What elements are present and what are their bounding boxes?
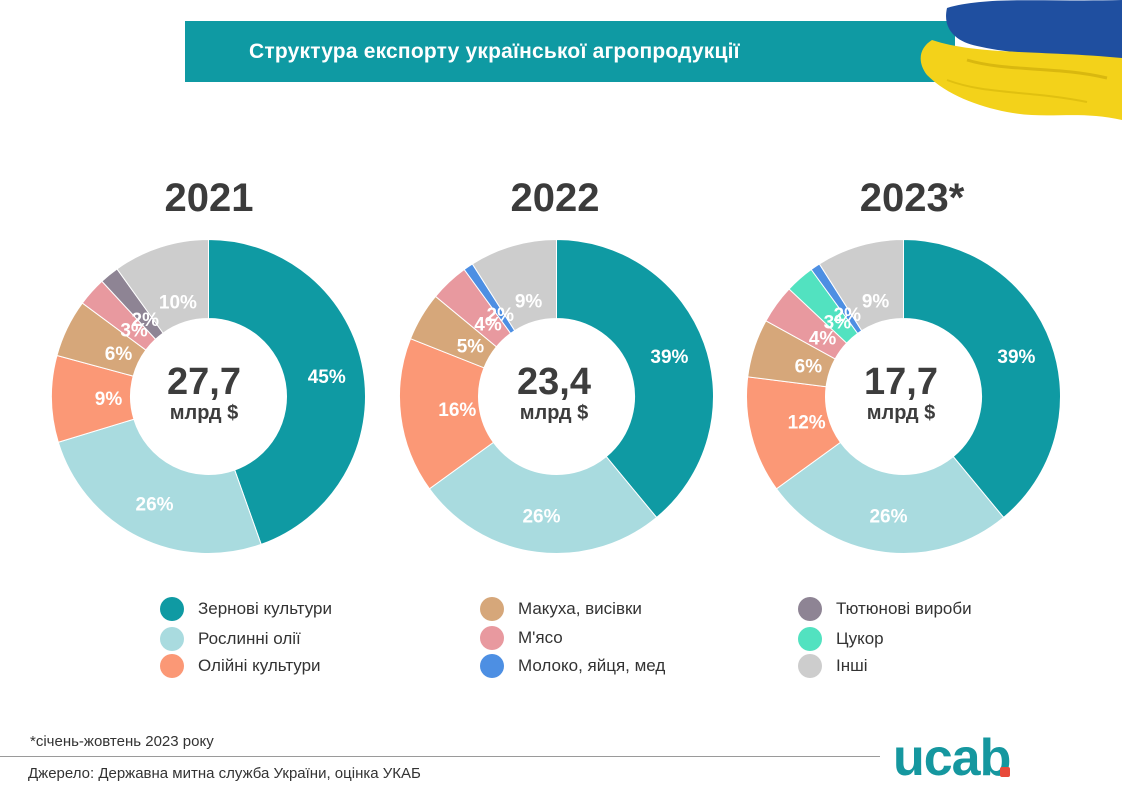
total-value: 27,7 [167,361,241,403]
source-note: Джерело: Державна митна служба України, … [28,765,421,782]
legend-label: Макуха, висівки [518,599,642,618]
legend-label: Тютюнові вироби [836,599,972,618]
slice-label-meal: 5% [457,337,485,358]
slice-label-grain: 45% [308,367,346,388]
footnote: *січень-жовтень 2023 року [30,733,214,750]
cigarette-pack-icon [798,597,822,621]
legend-item-dairy: Молоко, яйця, мед [480,654,665,678]
basket-icon [798,654,822,678]
legend-item-tobacco: Тютюнові вироби [798,597,972,621]
slice-grain [903,239,1061,519]
slice-grain [556,239,714,519]
chart-total-2023: 17,7 млрд $ [821,362,981,424]
divider [0,756,880,757]
slice-label-oils: 26% [522,507,560,528]
ucab-logo: ucab [893,729,1011,787]
chart-total-2022: 23,4 млрд $ [474,362,634,424]
slice-oils [57,418,262,554]
legend-label: М'ясо [518,628,563,647]
legend-item-grain: Зернові культури [160,597,332,621]
donut-chart-2022: 39% 26% 16% 5%4%2%9% [399,239,714,554]
total-unit: млрд $ [866,402,936,424]
milk-icon [480,654,504,678]
legend-item-meal: Макуха, висівки [480,597,642,621]
legend-item-oilseeds: Олійні культури [160,654,321,678]
logo-accent-mark [1000,767,1010,777]
ukraine-flag-image [920,0,1122,120]
slice-other [471,239,557,332]
legend-item-meat: М'ясо [480,626,563,650]
chart-year-2023: 2023* [859,176,965,220]
chart-total-2021: 27,7 млрд $ [124,362,284,424]
slice-other [818,239,904,332]
slice-label-other: 10% [159,292,197,313]
slice-label-tobacco: 2% [132,310,160,331]
meat-icon [480,626,504,650]
slice-label-meat: 4% [809,329,837,350]
slice-label-sugar: 3% [824,312,852,333]
legend-label: Олійні культури [198,656,321,675]
slice-label-other: 9% [862,291,890,312]
sunflower-icon [160,654,184,678]
slice-label-meal: 6% [795,357,823,378]
slice-label-grain: 39% [650,347,688,368]
slice-label-oils: 26% [136,495,174,516]
chart-year-2021: 2021 [164,176,254,220]
slice-label-grain: 39% [997,347,1035,368]
total-value: 23,4 [517,361,591,403]
sugar-cubes-icon [798,627,822,651]
slice-label-dairy: 2% [487,305,515,326]
legend-item-oils: Рослинні олії [160,627,301,651]
legend-item-sugar: Цукор [798,627,884,651]
legend-label: Зернові культури [198,599,332,618]
slice-label-dairy: 2% [834,305,862,326]
total-value: 17,7 [864,361,938,403]
total-unit: млрд $ [519,402,589,424]
sack-icon [480,597,504,621]
page-title: Структура експорту української агропроду… [249,39,740,63]
oil-drops-icon [160,627,184,651]
legend-item-other: Інші [798,654,868,678]
slice-other [116,239,209,334]
slice-label-oilseeds: 9% [95,389,123,410]
slice-label-oils: 26% [869,507,907,528]
slice-label-meat: 4% [474,315,502,336]
slice-label-oilseeds: 12% [788,412,826,433]
donut-chart-2023: 39% 26% 12% 6% 4%3%2%9% [746,239,1061,554]
slice-label-oilseeds: 16% [438,400,476,421]
title-bar: Структура експорту української агропроду… [185,21,955,82]
legend-label: Інші [836,656,868,675]
slice-grain [208,239,366,546]
slice-label-meal: 6% [105,344,133,365]
donut-chart-2021: 45% 26% 9% 6%3%2%10% [51,239,366,554]
slice-label-other: 9% [515,291,543,312]
legend-label: Рослинні олії [198,629,301,648]
slice-oilseeds [399,338,495,490]
slice-oils [775,441,1005,554]
slice-oils [428,441,658,554]
chart-year-2022: 2022 [510,176,600,220]
legend-label: Молоко, яйця, мед [518,656,666,675]
slice-label-meat: 3% [120,321,148,342]
legend-label: Цукор [836,629,884,648]
wheat-icon [160,597,184,621]
total-unit: млрд $ [169,402,239,424]
